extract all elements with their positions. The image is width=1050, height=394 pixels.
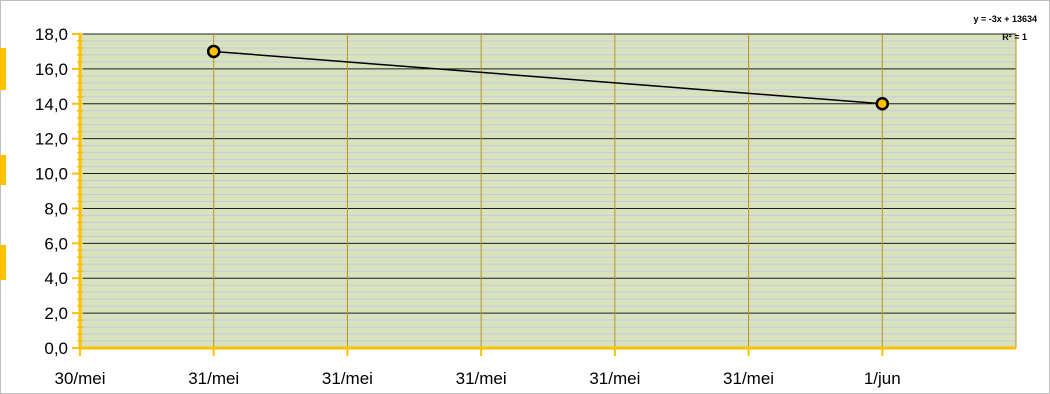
x-tick-label: 1/jun: [864, 369, 901, 388]
side-mark-2: [0, 245, 6, 280]
x-tick-label: 31/mei: [723, 369, 774, 388]
y-tick-label: 10,0: [35, 165, 68, 184]
y-tick-label: 14,0: [35, 95, 68, 114]
y-tick-label: 8,0: [44, 199, 68, 218]
y-tick-label: 2,0: [44, 304, 68, 323]
y-tick-label: 18,0: [35, 25, 68, 44]
y-tick-label: 0,0: [44, 339, 68, 358]
side-mark-0: [0, 48, 6, 90]
x-tick-label: 31/mei: [456, 369, 507, 388]
plot-area: [80, 34, 1016, 348]
data-point: [206, 44, 221, 59]
x-tick-label: 31/mei: [188, 369, 239, 388]
data-point: [875, 97, 890, 111]
y-tick-label: 6,0: [44, 234, 68, 253]
x-tick-label: 31/mei: [322, 369, 373, 388]
y-tick-label: 4,0: [44, 269, 68, 288]
major-gridlines: [80, 33, 1016, 314]
side-mark-1: [0, 155, 6, 185]
y-tick-label: 12,0: [35, 130, 68, 149]
series-line: [213, 50, 883, 105]
vertical-gridlines: [213, 34, 1017, 348]
x-tick-label: 31/mei: [589, 369, 640, 388]
trendline-equation: y = -3x + 13634: [973, 14, 1037, 24]
trendline-r-squared: R² = 1: [1002, 32, 1027, 42]
y-tick-label: 16,0: [35, 60, 68, 79]
x-tick-label: 30/mei: [54, 369, 105, 388]
